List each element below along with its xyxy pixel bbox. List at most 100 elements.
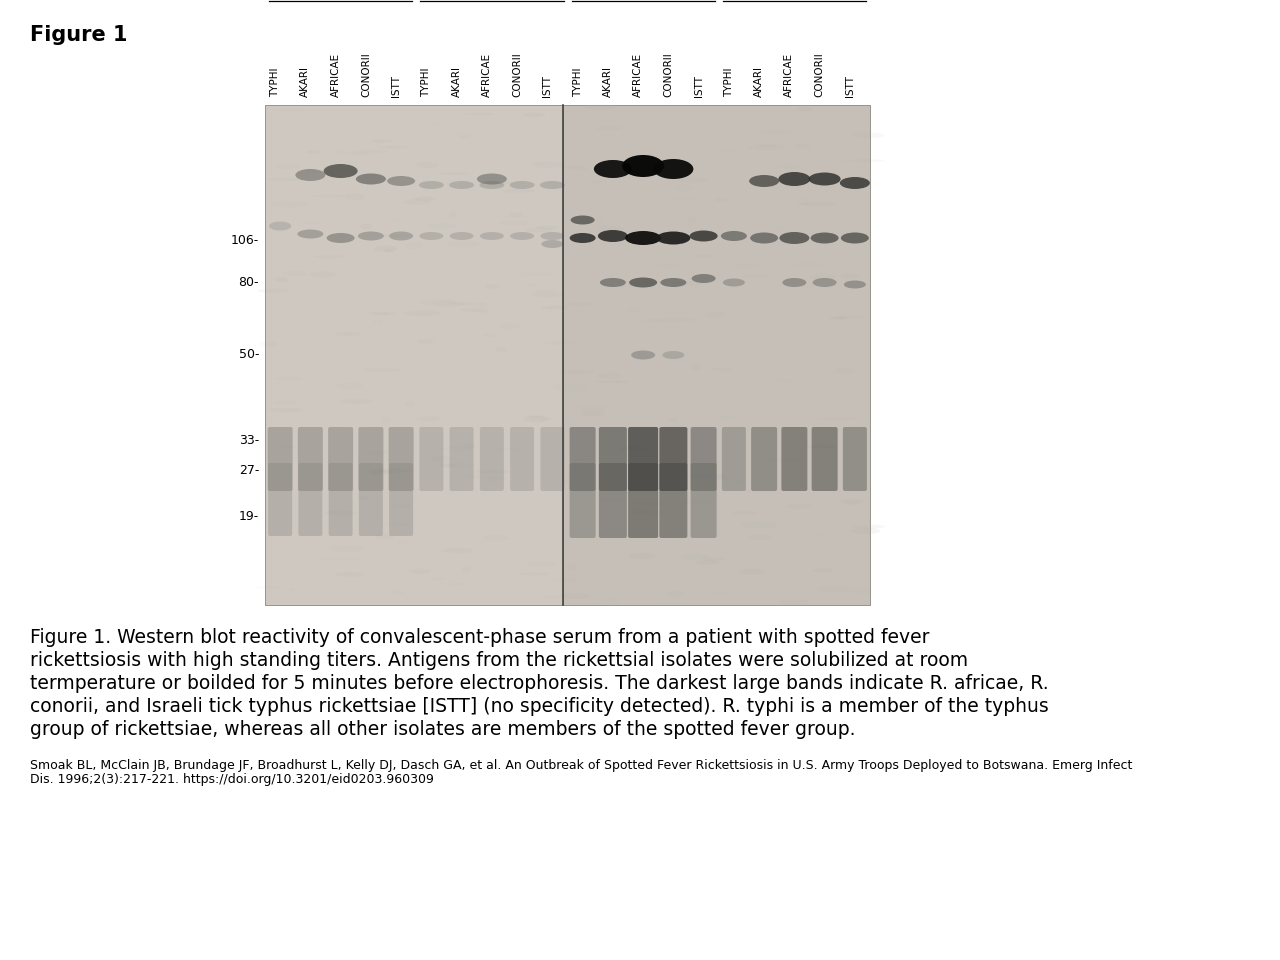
- Ellipse shape: [571, 215, 595, 225]
- FancyBboxPatch shape: [449, 427, 474, 491]
- Ellipse shape: [581, 408, 605, 414]
- FancyBboxPatch shape: [480, 427, 504, 491]
- Ellipse shape: [680, 554, 710, 560]
- Ellipse shape: [460, 308, 488, 312]
- Ellipse shape: [668, 418, 678, 422]
- Ellipse shape: [306, 150, 323, 154]
- Ellipse shape: [690, 364, 701, 371]
- Ellipse shape: [526, 562, 557, 566]
- Ellipse shape: [657, 458, 677, 463]
- Ellipse shape: [712, 368, 733, 372]
- FancyBboxPatch shape: [812, 427, 837, 491]
- Ellipse shape: [351, 150, 388, 154]
- Ellipse shape: [841, 232, 869, 244]
- Ellipse shape: [389, 231, 413, 241]
- Ellipse shape: [769, 458, 801, 462]
- Text: TYPHI: TYPHI: [572, 67, 582, 97]
- Ellipse shape: [637, 510, 668, 516]
- Ellipse shape: [326, 233, 355, 243]
- Ellipse shape: [631, 350, 655, 359]
- Ellipse shape: [660, 278, 686, 287]
- Ellipse shape: [500, 323, 521, 328]
- Ellipse shape: [598, 226, 623, 232]
- Ellipse shape: [419, 181, 444, 189]
- Ellipse shape: [387, 176, 415, 186]
- Ellipse shape: [630, 277, 657, 287]
- Text: AKARI: AKARI: [452, 66, 462, 97]
- Ellipse shape: [559, 370, 594, 374]
- Ellipse shape: [627, 155, 659, 158]
- Ellipse shape: [420, 232, 443, 240]
- Ellipse shape: [361, 174, 383, 177]
- Ellipse shape: [520, 572, 549, 575]
- Ellipse shape: [596, 372, 622, 378]
- Ellipse shape: [625, 231, 662, 245]
- Ellipse shape: [477, 174, 507, 184]
- FancyBboxPatch shape: [389, 463, 413, 536]
- Ellipse shape: [335, 332, 362, 336]
- Ellipse shape: [667, 591, 684, 598]
- Ellipse shape: [374, 312, 397, 315]
- Ellipse shape: [415, 161, 439, 168]
- Ellipse shape: [749, 175, 780, 187]
- Ellipse shape: [525, 228, 554, 232]
- Ellipse shape: [530, 417, 554, 420]
- Ellipse shape: [403, 199, 431, 204]
- Ellipse shape: [844, 280, 865, 289]
- Ellipse shape: [462, 566, 471, 573]
- Ellipse shape: [524, 415, 544, 417]
- Ellipse shape: [449, 181, 474, 189]
- Ellipse shape: [690, 230, 718, 242]
- Text: AFRICAE: AFRICAE: [634, 53, 643, 97]
- Ellipse shape: [274, 277, 288, 282]
- Ellipse shape: [800, 202, 835, 206]
- Ellipse shape: [540, 232, 564, 240]
- Ellipse shape: [392, 468, 404, 470]
- Ellipse shape: [378, 146, 411, 149]
- Ellipse shape: [406, 243, 422, 249]
- Ellipse shape: [622, 155, 664, 177]
- Ellipse shape: [269, 222, 291, 230]
- Ellipse shape: [338, 151, 348, 154]
- Ellipse shape: [739, 568, 764, 575]
- Text: conorii, and Israeli tick typhus rickettsiae [ISTT] (no specificity detected). R: conorii, and Israeli tick typhus rickett…: [29, 697, 1048, 716]
- Ellipse shape: [540, 181, 564, 189]
- Ellipse shape: [439, 172, 471, 175]
- Ellipse shape: [749, 145, 787, 150]
- Text: Figure 1. Western blot reactivity of convalescent-phase serum from a patient wit: Figure 1. Western blot reactivity of con…: [29, 628, 929, 647]
- Ellipse shape: [509, 181, 535, 189]
- FancyBboxPatch shape: [358, 463, 383, 536]
- Ellipse shape: [360, 224, 372, 230]
- Ellipse shape: [511, 232, 534, 240]
- Ellipse shape: [833, 316, 865, 319]
- Ellipse shape: [541, 306, 568, 309]
- Ellipse shape: [695, 561, 719, 565]
- Ellipse shape: [778, 172, 810, 186]
- FancyBboxPatch shape: [328, 427, 353, 491]
- Ellipse shape: [357, 496, 367, 500]
- Text: AFRICAE: AFRICAE: [785, 53, 795, 97]
- Ellipse shape: [620, 446, 646, 451]
- Ellipse shape: [297, 229, 324, 238]
- Ellipse shape: [741, 521, 777, 528]
- Ellipse shape: [472, 310, 489, 313]
- Ellipse shape: [810, 274, 837, 279]
- Text: rickettsiosis with high standing titers. Antigens from the rickettsial isolates : rickettsiosis with high standing titers.…: [29, 651, 968, 670]
- Text: CONORII: CONORII: [814, 52, 824, 97]
- Text: ISTT: ISTT: [392, 75, 401, 97]
- FancyBboxPatch shape: [329, 463, 352, 536]
- Text: TYPHI: TYPHI: [724, 67, 733, 97]
- Ellipse shape: [430, 578, 444, 580]
- Text: ISTT: ISTT: [543, 75, 553, 97]
- Ellipse shape: [794, 143, 810, 149]
- Ellipse shape: [598, 230, 628, 242]
- Ellipse shape: [829, 317, 847, 320]
- Text: AFRICAE: AFRICAE: [481, 53, 492, 97]
- Ellipse shape: [852, 524, 884, 529]
- FancyBboxPatch shape: [358, 427, 384, 491]
- Ellipse shape: [712, 474, 732, 480]
- Ellipse shape: [449, 232, 474, 240]
- FancyBboxPatch shape: [691, 427, 717, 491]
- Ellipse shape: [748, 535, 772, 540]
- Text: AKARI: AKARI: [603, 66, 613, 97]
